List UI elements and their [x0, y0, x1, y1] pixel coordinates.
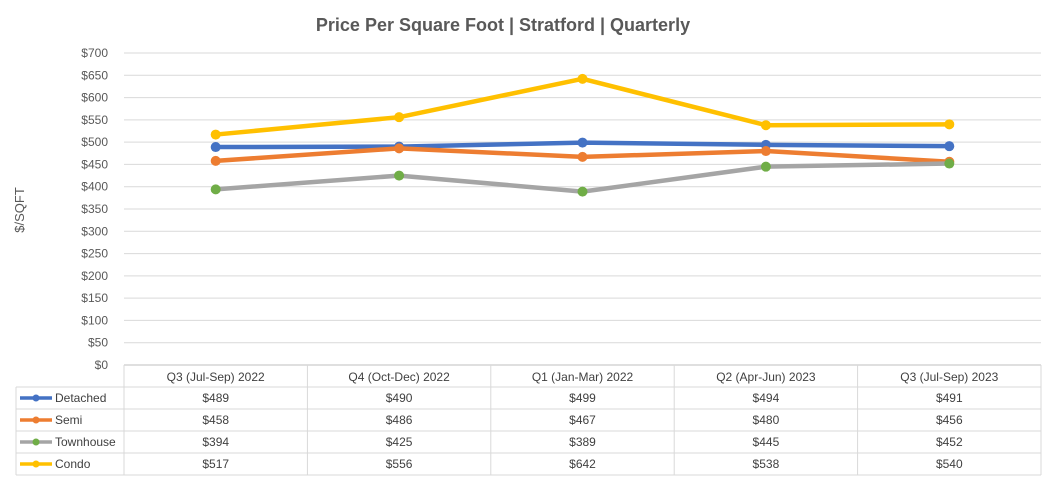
table-value-cell: $467 — [569, 413, 596, 427]
table-value-cell: $486 — [386, 413, 413, 427]
data-point-condo — [210, 129, 221, 140]
y-tick-label: $600 — [81, 91, 108, 105]
table-value-cell: $491 — [936, 391, 963, 405]
legend-series-name: Condo — [55, 457, 91, 471]
y-tick-label: $450 — [81, 157, 108, 171]
data-point-condo — [760, 120, 771, 131]
y-tick-label: $650 — [81, 68, 108, 82]
data-point-condo — [394, 112, 405, 123]
gridlines — [124, 52, 1041, 344]
data-point-semi — [577, 151, 588, 162]
table-value-cell: $480 — [753, 413, 780, 427]
table-header-cell: Q1 (Jan-Mar) 2022 — [532, 370, 634, 384]
y-tick-label: $350 — [81, 202, 108, 216]
legend-series-name: Townhouse — [55, 435, 116, 449]
table-value-cell: $490 — [386, 391, 413, 405]
data-point-detached — [944, 141, 955, 152]
data-point-townhouse — [394, 170, 405, 181]
y-tick-label: $100 — [81, 313, 108, 327]
y-tick-label: $50 — [88, 336, 108, 350]
y-axis-title: $/SQFT — [12, 187, 27, 233]
y-tick-label: $400 — [81, 180, 108, 194]
table-value-cell: $538 — [753, 457, 780, 471]
legend-series-name: Detached — [55, 391, 106, 405]
data-point-semi — [760, 146, 771, 157]
table-value-cell: $425 — [386, 435, 413, 449]
y-tick-label: $700 — [81, 46, 108, 60]
table-value-cell: $489 — [202, 391, 229, 405]
y-tick-label: $300 — [81, 224, 108, 238]
data-point-semi — [210, 155, 221, 166]
y-tick-label: $200 — [81, 269, 108, 283]
table-value-cell: $494 — [753, 391, 780, 405]
table-value-cell: $394 — [202, 435, 229, 449]
y-tick-label: $250 — [81, 247, 108, 261]
data-point-townhouse — [944, 158, 955, 169]
chart-title: Price Per Square Foot | Stratford | Quar… — [316, 15, 690, 35]
series-line-condo — [213, 76, 952, 137]
y-axis-ticks: $0 $50 $100 $150 $200 $250 $300 $350 $400 $450 $50… — [81, 46, 108, 372]
data-point-condo — [944, 119, 955, 130]
y-tick-label: $550 — [81, 113, 108, 127]
data-point-townhouse — [577, 186, 588, 197]
y-tick-label: $500 — [81, 135, 108, 149]
table-value-cell: $389 — [569, 435, 596, 449]
table-value-cell: $458 — [202, 413, 229, 427]
table-value-cell: $445 — [753, 435, 780, 449]
table-value-cell: $499 — [569, 391, 596, 405]
table-header-cell: Q3 (Jul-Sep) 2022 — [167, 370, 265, 384]
legend-key-marker — [32, 394, 40, 402]
data-point-detached — [210, 142, 221, 153]
legend-key-marker — [32, 438, 40, 446]
table-value-cell: $642 — [569, 457, 596, 471]
table-value-cell: $456 — [936, 413, 963, 427]
table-value-cell: $517 — [202, 457, 229, 471]
y-tick-label: $150 — [81, 291, 108, 305]
table-header-cell: Q3 (Jul-Sep) 2023 — [900, 370, 998, 384]
data-table: Q3 (Jul-Sep) 2022 Q4 (Oct-Dec) 2022 Q1 (Ja… — [15, 364, 1042, 476]
table-value-cell: $556 — [386, 457, 413, 471]
table-value-cell: $452 — [936, 435, 963, 449]
legend-key-marker — [32, 416, 40, 424]
data-point-townhouse — [210, 184, 221, 195]
data-point-detached — [577, 137, 588, 148]
y-tick-label: $0 — [95, 358, 109, 372]
legend-series-name: Semi — [55, 413, 82, 427]
legend-key-marker — [32, 460, 40, 468]
table-header-cell: Q4 (Oct-Dec) 2022 — [348, 370, 450, 384]
series-lines — [210, 73, 955, 197]
table-value-cell: $540 — [936, 457, 963, 471]
data-point-condo — [577, 73, 588, 84]
data-point-townhouse — [760, 161, 771, 172]
data-point-semi — [394, 143, 405, 154]
table-header-cell: Q2 (Apr-Jun) 2023 — [716, 370, 816, 384]
